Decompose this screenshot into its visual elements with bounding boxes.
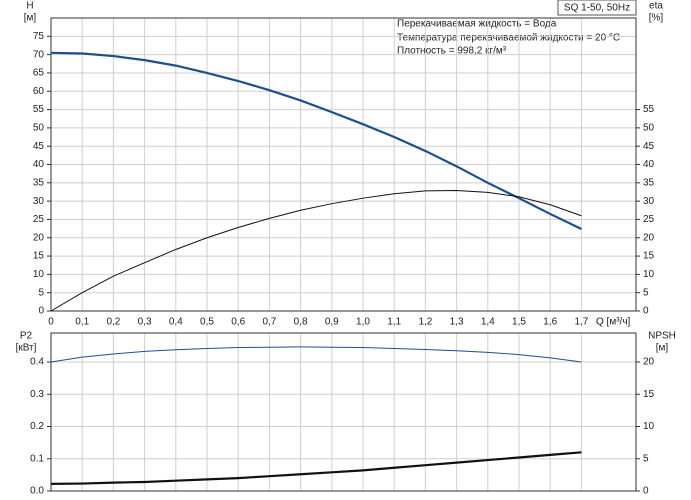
y-tick-label: 40 [33, 159, 45, 170]
title-box [557, 0, 637, 16]
y2-tick-label: 35 [643, 177, 655, 188]
y-tick-label: 25 [33, 214, 45, 225]
curve [50, 451, 582, 486]
y2-tick-label: 10 [643, 269, 655, 280]
y-axis-unit: [м] [24, 13, 37, 24]
y2-tick-label: 15 [643, 389, 655, 400]
y-tick-label: 20 [33, 232, 45, 243]
x-tick-label: 0,3 [138, 317, 152, 328]
y2-axis-unit: [м] [656, 343, 669, 354]
y2-tick-label: 55 [643, 104, 655, 115]
x-tick-label: 0,7 [262, 317, 276, 328]
y-tick-label: 15 [33, 251, 45, 262]
x-tick-label: 1,3 [450, 317, 464, 328]
x-tick-label: 0,1 [75, 317, 89, 328]
x-tick-label: 1,5 [512, 317, 526, 328]
x-tick-label: 0,9 [325, 317, 339, 328]
y-tick-label: 0.3 [30, 389, 44, 400]
chart-title: SQ 1-50, 50Hz [564, 3, 630, 14]
x-tick-label: 0 [48, 317, 54, 328]
y2-tick-label: 40 [643, 159, 655, 170]
x-tick-label: 0,8 [294, 317, 308, 328]
y-axis-unit: [кВт] [16, 343, 37, 354]
y2-tick-label: 30 [643, 196, 655, 207]
y2-tick-label: 5 [643, 287, 649, 298]
y-tick-label: 60 [33, 86, 45, 97]
annotation: Плотность = 998,2 кг/м³ [397, 46, 507, 57]
curve [50, 51, 582, 230]
y-tick-label: 0.2 [30, 421, 44, 432]
y2-tick-label: 20 [643, 232, 655, 243]
y-tick-label: 5 [38, 287, 44, 298]
y2-tick-label: 10 [643, 421, 655, 432]
y-tick-label: 45 [33, 141, 45, 152]
y2-axis-label: NPSH [648, 331, 676, 342]
plot-frame [50, 332, 637, 492]
y2-axis-unit: [%] [649, 13, 664, 24]
y-axis-label: H [26, 1, 33, 12]
x-tick-label: 1,0 [356, 317, 370, 328]
y2-tick-label: 25 [643, 214, 655, 225]
x-tick-label: 1,2 [418, 317, 432, 328]
annotation: Перекачиваемая жидкость = Вода [397, 19, 557, 30]
y-tick-label: 10 [33, 269, 45, 280]
curve [50, 189, 582, 312]
x-tick-label: 1,7 [574, 317, 588, 328]
y-tick-label: 70 [33, 49, 45, 60]
x-tick-label: 1,1 [387, 317, 401, 328]
y2-tick-label: 15 [643, 251, 655, 262]
y-tick-label: 55 [33, 104, 45, 115]
y2-tick-label: 45 [643, 141, 655, 152]
y-tick-label: 65 [33, 68, 45, 79]
plot-frame [50, 17, 637, 312]
y-tick-label: 0.1 [30, 453, 44, 464]
y-tick-label: 35 [33, 177, 45, 188]
y-tick-label: 0.4 [30, 357, 44, 368]
y-tick-label: 0 [38, 306, 44, 317]
y2-tick-label: 50 [643, 123, 655, 134]
curve [50, 346, 582, 363]
y-axis-label: P2 [20, 331, 33, 342]
y-tick-label: 0.0 [30, 486, 44, 497]
x-tick-label: 0,4 [169, 317, 183, 328]
annotation: Температура перекачиваемой жидкости = 20… [397, 33, 620, 44]
y2-tick-label: 0 [643, 486, 649, 497]
x-tick-label: 1,4 [481, 317, 495, 328]
x-axis-label: Q [м³/ч] [596, 317, 631, 328]
x-tick-label: 0,5 [200, 317, 214, 328]
x-tick-label: 0,2 [106, 317, 120, 328]
y2-tick-label: 20 [643, 357, 655, 368]
x-tick-label: 1,6 [543, 317, 557, 328]
y-tick-label: 50 [33, 123, 45, 134]
y-tick-label: 30 [33, 196, 45, 207]
y2-axis-label: eta [649, 1, 663, 12]
x-tick-label: 0,6 [231, 317, 245, 328]
y2-tick-label: 0 [643, 306, 649, 317]
y-tick-label: 75 [33, 31, 45, 42]
y2-tick-label: 5 [643, 453, 649, 464]
